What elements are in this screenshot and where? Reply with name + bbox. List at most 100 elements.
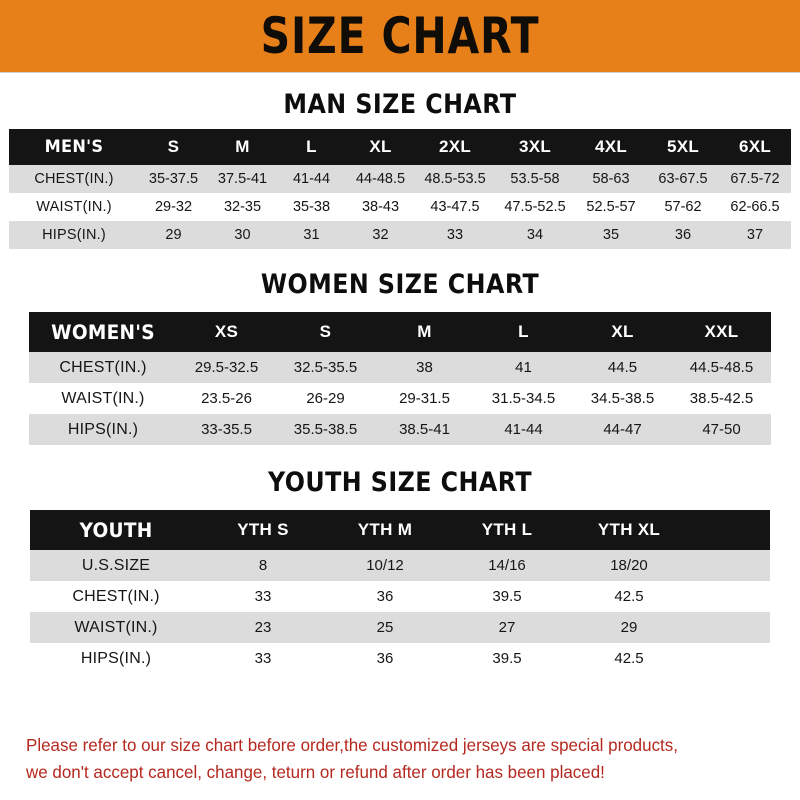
measurement-cell: 26-29 <box>306 390 345 407</box>
measurement-cell: 41-44 <box>292 171 331 187</box>
table-header-row: MEN'S S M L XL 2XL 3XL 4XL 5XL 6XL <box>9 129 791 165</box>
measurement-cell: 29.5-32.5 <box>194 359 259 376</box>
measurement-cell: 53.5-58 <box>510 171 560 187</box>
measurement-cell: 62-66.5 <box>730 199 780 215</box>
measurement-row-label: U.S.SIZE <box>81 556 151 574</box>
measurement-cell: 58-63 <box>592 171 630 187</box>
measurement-cell: 18/20 <box>610 557 648 574</box>
measurement-cell: 36 <box>376 650 394 667</box>
order-policy-line-1: Please refer to our size chart before or… <box>26 734 678 755</box>
measurement-cell: 47.5-52.5 <box>504 199 566 215</box>
size-column-header: L <box>518 322 529 341</box>
measurement-cell: 32 <box>372 227 389 243</box>
order-policy-line-2: we don't accept cancel, change, teturn o… <box>26 761 605 782</box>
table-row: HIPS(IN.) 33-35.5 35.5-38.5 38.5-41 41-44 44-… <box>29 414 771 445</box>
measurement-row-label: HIPS(IN.) <box>67 420 139 438</box>
table-header-row: WOMEN'S XS S M L XL XXL <box>29 312 771 352</box>
size-column-header: M <box>235 137 250 156</box>
size-column-header: YTH M <box>357 520 413 539</box>
measurement-cell: 35 <box>602 227 620 243</box>
measurement-row-label: WAIST(IN.) <box>74 618 158 636</box>
size-column-header: YTH S <box>237 520 289 539</box>
spacer-cell <box>690 612 770 643</box>
table-row: HIPS(IN.) 33 36 39.5 42.5 <box>30 643 770 674</box>
women-table-body: CHEST(IN.) 29.5-32.5 32.5-35.5 38 41 44.5 44.5… <box>29 352 771 445</box>
size-column-header: XS <box>214 322 239 341</box>
measurement-cell: 36 <box>674 227 692 243</box>
measurement-cell: 32.5-35.5 <box>293 359 358 376</box>
page-title: SIZE CHART <box>260 7 540 65</box>
size-column-header: XL <box>611 322 634 341</box>
measurement-cell: 14/16 <box>488 557 526 574</box>
measurement-cell: 37.5-41 <box>217 171 268 187</box>
measurement-cell: 29-31.5 <box>399 390 450 407</box>
table-row: CHEST(IN.) 29.5-32.5 32.5-35.5 38 41 44.5 44.5… <box>29 352 771 383</box>
measurement-cell: 29 <box>620 619 638 636</box>
measurement-cell: 10/12 <box>366 557 404 574</box>
men-table-body: CHEST(IN.) 35-37.5 37.5-41 41-44 44-48.5 48.5… <box>9 165 791 249</box>
measurement-cell: 52.5-57 <box>586 199 636 215</box>
measurement-cell: 43-47.5 <box>430 199 480 215</box>
size-column-header: 6XL <box>738 137 772 156</box>
measurement-cell: 44.5-48.5 <box>689 359 754 376</box>
size-column-header: S <box>319 322 332 341</box>
size-column-header: 3XL <box>518 137 552 156</box>
spacer-cell <box>690 510 770 550</box>
man-section-title: MAN SIZE CHART <box>283 89 517 120</box>
measurement-cell: 31 <box>303 227 320 243</box>
measurement-cell: 42.5 <box>614 588 644 605</box>
size-column-header: M <box>417 322 432 341</box>
measurement-cell: 29-32 <box>154 199 193 215</box>
measurement-cell: 37 <box>746 227 764 243</box>
measurement-cell: 35.5-38.5 <box>293 421 358 438</box>
measurement-cell: 39.5 <box>492 588 522 605</box>
measurement-cell: 41-44 <box>504 421 543 438</box>
measurement-cell: 23 <box>254 619 272 636</box>
size-column-header: L <box>306 137 317 156</box>
measurement-row-label: WAIST(IN.) <box>61 389 145 407</box>
measurement-cell: 41 <box>515 359 532 376</box>
size-column-header: XL <box>369 137 392 156</box>
table-row: CHEST(IN.) 33 36 39.5 42.5 <box>30 581 770 612</box>
measurement-row-label: CHEST(IN.) <box>34 171 114 187</box>
measurement-cell: 30 <box>234 227 251 243</box>
measurement-row-label: CHEST(IN.) <box>59 358 147 376</box>
youth-table-header: YOUTH YTH S YTH M YTH L YTH XL <box>30 510 770 550</box>
size-column-header: 4XL <box>594 137 628 156</box>
measurement-row-label: HIPS(IN.) <box>42 227 106 243</box>
men-size-table: MEN'S S M L XL 2XL 3XL 4XL 5XL 6XL CHEST(IN.) 35-3… <box>9 129 791 249</box>
measurement-cell: 33 <box>254 650 272 667</box>
measurement-cell: 63-67.5 <box>658 171 708 187</box>
measurement-cell: 35-38 <box>292 199 331 215</box>
women-section-title: WOMEN SIZE CHART <box>260 269 540 300</box>
size-column-header: 5XL <box>666 137 700 156</box>
size-column-header: YTH L <box>481 520 533 539</box>
measurement-cell: 67.5-72 <box>730 171 780 187</box>
measurement-row-label: HIPS(IN.) <box>80 649 152 667</box>
measurement-cell: 39.5 <box>492 650 522 667</box>
measurement-cell: 33 <box>446 227 464 243</box>
table-row: CHEST(IN.) 35-37.5 37.5-41 41-44 44-48.5 48.5… <box>9 165 791 193</box>
measurement-cell: 38.5-41 <box>399 421 450 438</box>
measurement-cell: 48.5-53.5 <box>424 171 486 187</box>
measurement-cell: 33 <box>254 588 272 605</box>
measurement-cell: 44-48.5 <box>355 171 406 187</box>
page-banner: SIZE CHART <box>0 0 800 73</box>
women-size-table: WOMEN'S XS S M L XL XXL CHEST(IN.) 29.5-32.5 32.… <box>29 312 771 445</box>
measurement-cell: 33-35.5 <box>201 421 252 438</box>
measurement-cell: 31.5-34.5 <box>491 390 556 407</box>
measurement-cell: 34.5-38.5 <box>590 390 655 407</box>
measurement-cell: 38.5-42.5 <box>689 390 754 407</box>
table-row: U.S.SIZE 8 10/12 14/16 18/20 <box>30 550 770 581</box>
size-column-header: XXL <box>704 322 739 341</box>
measurement-cell: 35-37.5 <box>148 171 199 187</box>
measurement-cell: 36 <box>376 588 394 605</box>
measurement-cell: 34 <box>526 227 544 243</box>
youth-table-body: U.S.SIZE 8 10/12 14/16 18/20 CHEST(IN.) 33 36 39… <box>30 550 770 674</box>
order-policy-note: Please refer to our size chart before or… <box>26 732 759 786</box>
women-table-header: WOMEN'S XS S M L XL XXL <box>29 312 771 352</box>
women-corner-label: WOMEN'S <box>51 320 155 344</box>
men-corner-label: MEN'S <box>44 137 104 157</box>
table-row: WAIST(IN.) 29-32 32-35 35-38 38-43 43-47.5 47.… <box>9 193 791 221</box>
spacer-cell <box>690 643 770 674</box>
